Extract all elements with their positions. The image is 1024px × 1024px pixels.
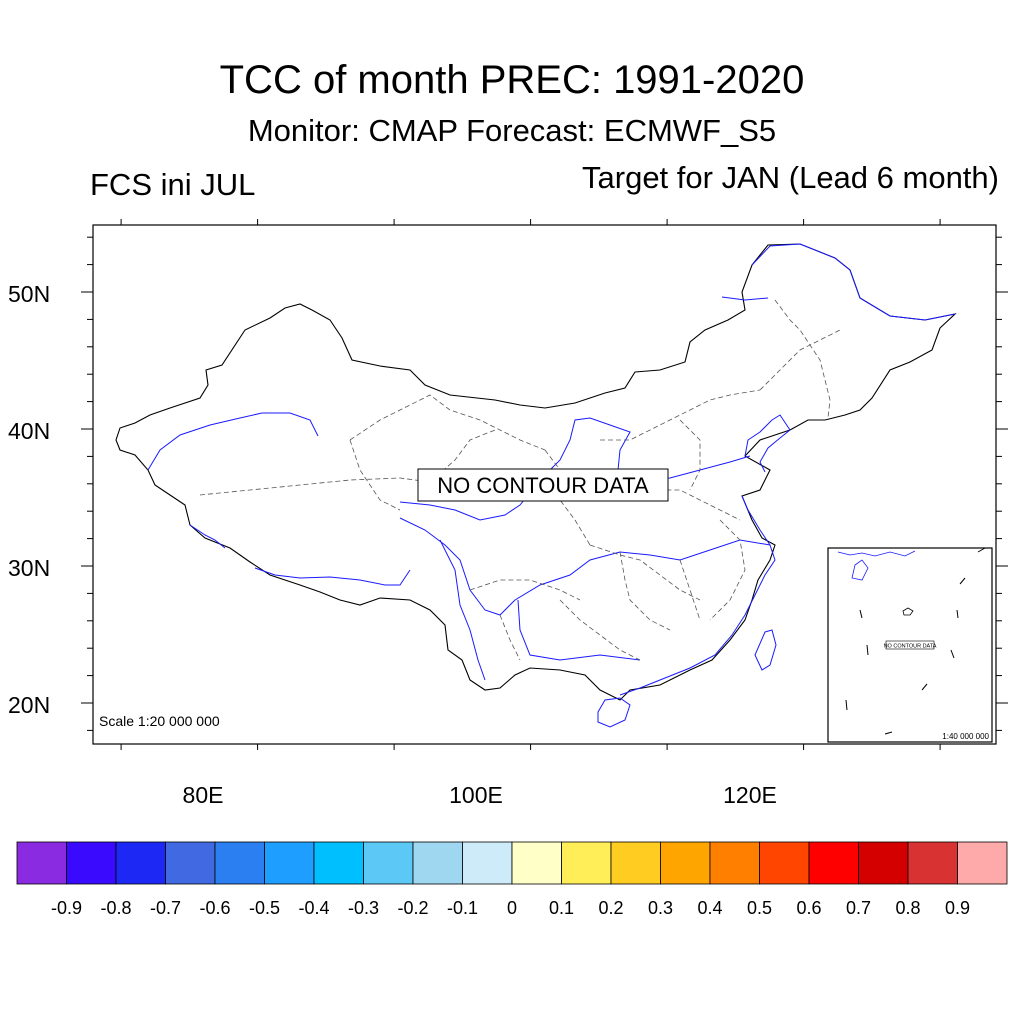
colorbar-box	[264, 841, 315, 885]
colorbar-box	[610, 841, 661, 885]
map-frame	[92, 224, 997, 745]
colorbar-box	[660, 841, 711, 885]
coastline-east	[619, 414, 791, 696]
river-southwest	[189, 524, 641, 681]
lon-label-100e: 100E	[449, 782, 503, 808]
colorbar-box	[759, 841, 810, 885]
colorbar-box	[858, 841, 909, 885]
colorbar-box	[16, 841, 67, 885]
colorbar-label: 0	[507, 898, 517, 918]
colorbar-box	[363, 841, 414, 885]
colorbar-box	[462, 841, 513, 885]
colorbar-label: 0.3	[648, 898, 673, 918]
colorbar-labels: -0.9 -0.8 -0.7 -0.6 -0.5 -0.4 -0.3 -0.2 -0.1 0 0.1…	[51, 898, 970, 918]
colorbar-box	[66, 841, 117, 885]
colorbar-box	[808, 841, 859, 885]
colorbar-label: 0.7	[846, 898, 871, 918]
colorbar-label: 0.2	[598, 898, 623, 918]
target-label: Target for JAN (Lead 6 month)	[582, 160, 999, 195]
colorbar-label: -0.2	[397, 898, 428, 918]
river-northeast	[721, 243, 956, 321]
colorbar-label: 0.6	[796, 898, 821, 918]
south-china-sea-inset: NO CONTOUR DATA 1:40 000 000	[827, 547, 993, 743]
colorbar-label: 0.5	[747, 898, 772, 918]
river-yarlung	[254, 567, 411, 586]
river-tarim	[147, 412, 319, 471]
inset-coastline	[837, 550, 916, 581]
init-label: FCS ini JUL	[90, 167, 256, 202]
colorbar-label: 0.8	[895, 898, 920, 918]
colorbar-label: -0.6	[199, 898, 230, 918]
colorbar-box	[115, 841, 166, 885]
scale-label: Scale 1:20 000 000	[99, 713, 220, 729]
colorbar-box	[412, 841, 463, 885]
lon-label-120e: 120E	[723, 782, 777, 808]
inset-nine-dash	[845, 547, 986, 735]
chart-subtitle: Monitor: CMAP Forecast: ECMWF_S5	[247, 113, 777, 148]
colorbar-box	[313, 841, 364, 885]
lat-label-40n: 40N	[8, 418, 50, 444]
colorbar-box	[907, 841, 958, 885]
colorbar-box	[709, 841, 760, 885]
taiwan-island	[754, 629, 777, 671]
colorbar	[16, 841, 1008, 885]
colorbar-label: -0.7	[150, 898, 181, 918]
inset-no-data-box	[885, 640, 935, 650]
colorbar-label: -0.3	[348, 898, 379, 918]
inset-no-data-message: NO CONTOUR DATA	[884, 644, 937, 650]
national-boundary	[115, 243, 957, 701]
colorbar-box	[165, 841, 216, 885]
colorbar-label: -0.5	[249, 898, 280, 918]
colorbar-label: -0.9	[51, 898, 82, 918]
colorbar-label: 0.4	[697, 898, 722, 918]
lat-label-20n: 20N	[8, 692, 50, 718]
colorbar-label: -0.1	[447, 898, 478, 918]
hainan-island	[597, 697, 631, 728]
no-data-box	[417, 468, 669, 502]
colorbar-box	[561, 841, 612, 885]
inset-islands	[902, 607, 914, 616]
river-yangtze	[399, 517, 771, 616]
colorbar-box	[511, 841, 562, 885]
chart-title: TCC of month PREC: 1991-2020	[219, 58, 805, 102]
inset-scale-label: 1:40 000 000	[942, 732, 989, 741]
no-data-message: NO CONTOUR DATA	[437, 473, 649, 498]
colorbar-box	[214, 841, 265, 885]
lat-label-30n: 30N	[8, 555, 50, 581]
lon-label-80e: 80E	[183, 782, 224, 808]
colorbar-label: 0.9	[945, 898, 970, 918]
colorbar-label: -0.8	[100, 898, 131, 918]
colorbar-label: -0.4	[298, 898, 329, 918]
axis-ticks	[81, 219, 1008, 750]
colorbar-label: 0.1	[549, 898, 574, 918]
lat-label-50n: 50N	[8, 281, 50, 307]
colorbar-box	[957, 841, 1008, 885]
